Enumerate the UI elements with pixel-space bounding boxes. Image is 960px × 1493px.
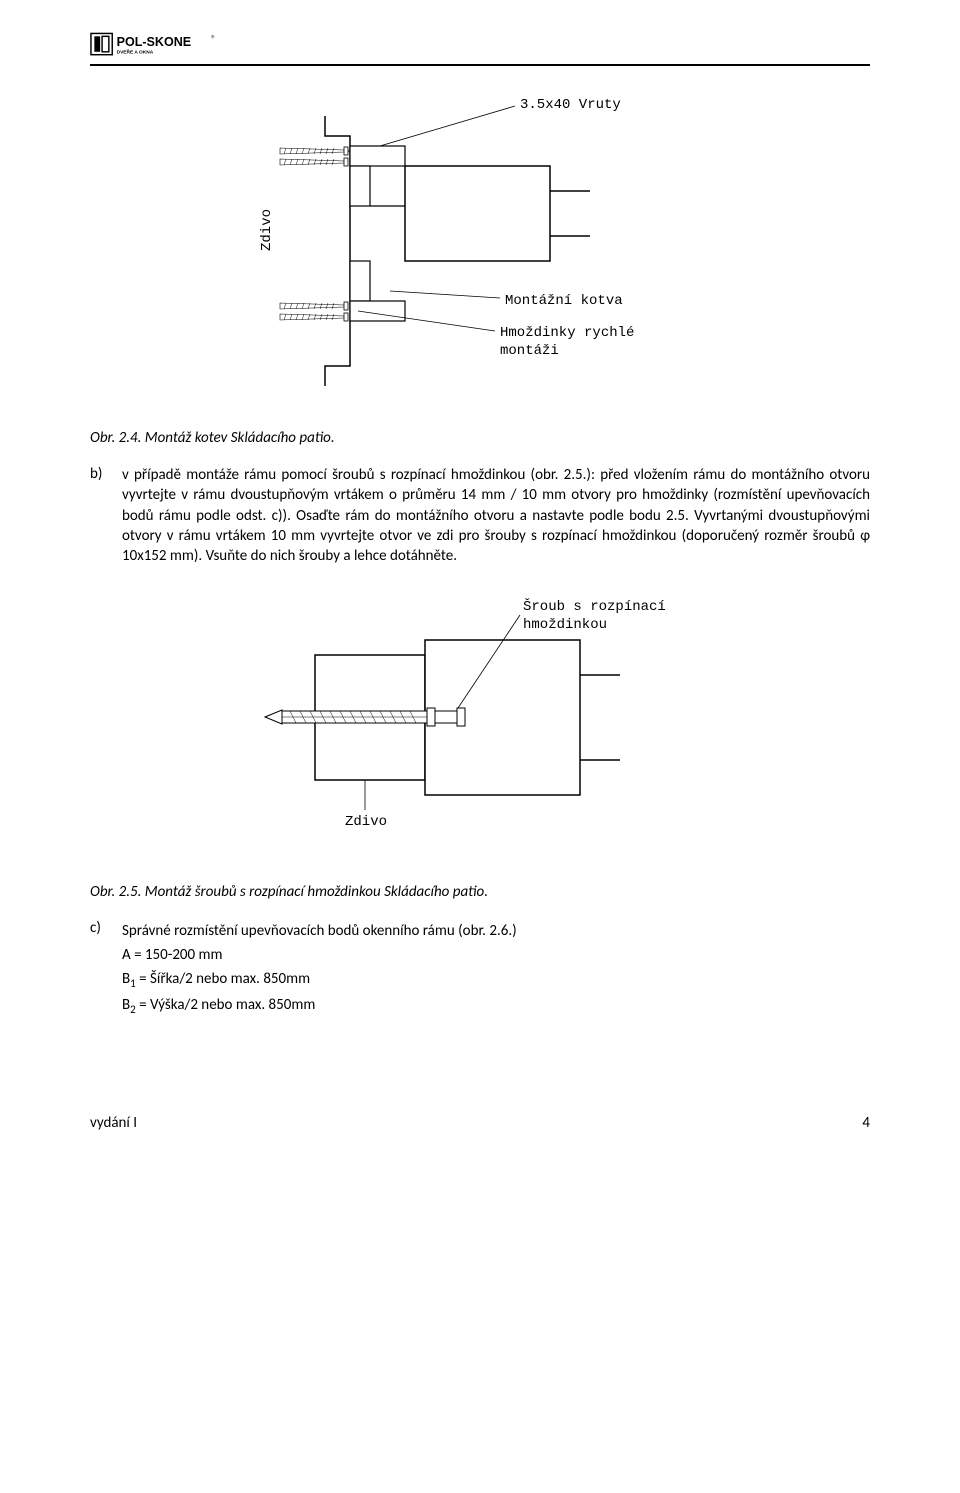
footer-page-number: 4 (862, 1114, 870, 1132)
label-hmozdinky-1: Hmoždinky rychlé (500, 325, 634, 341)
footer-edition: vydání I (90, 1114, 137, 1132)
label-vruty: 3.5x40 Vruty (520, 97, 621, 113)
label-sroub-2: hmoždinkou (523, 617, 607, 633)
figure-2-4: Zdivo 3.5x40 Vruty Montážní kotva Hmoždi… (90, 86, 870, 411)
caption-2-5: Obr. 2.5. Montáž šroubů s rozpínací hmož… (90, 883, 870, 901)
caption-2-4: Obr. 2.4. Montáž kotev Skládacího patio. (90, 429, 870, 447)
page-header: POL-SKONE DVEŘE A OKNA ® (90, 30, 870, 66)
section-b: b) v případě montáže rámu pomocí šroubů … (90, 465, 870, 566)
section-c-content: Správné rozmístění upevňovacích bodů oke… (122, 919, 870, 1018)
section-c-line3: B1 = Šířka/2 nebo max. 850mm (122, 967, 870, 993)
section-b-text: v případě montáže rámu pomocí šroubů s r… (122, 465, 870, 566)
section-b-marker: b) (90, 465, 108, 566)
label-kotva: Montážní kotva (505, 293, 623, 309)
page-footer: vydání I 4 (90, 1108, 870, 1132)
label-zdivo-1: Zdivo (259, 209, 275, 251)
section-c-marker: c) (90, 919, 108, 1018)
brand-text: POL-SKONE (117, 35, 192, 49)
label-hmozdinky-2: montáži (500, 343, 559, 359)
section-c-line4: B2 = Výška/2 nebo max. 850mm (122, 993, 870, 1019)
page: POL-SKONE DVEŘE A OKNA ® (0, 0, 960, 1172)
label-zdivo-2: Zdivo (345, 814, 387, 830)
label-sroub-1: Šroub s rozpínací (523, 597, 666, 615)
svg-text:®: ® (211, 33, 215, 40)
section-c: c) Správné rozmístění upevňovacích bodů … (90, 919, 870, 1018)
figure-2-5: Šroub s rozpínací hmoždinkou Zdivo (90, 580, 870, 865)
section-c-line1: Správné rozmístění upevňovacích bodů oke… (122, 919, 870, 943)
brand-logo: POL-SKONE DVEŘE A OKNA ® (90, 30, 235, 62)
section-c-line2: A = 150-200 mm (122, 943, 870, 967)
